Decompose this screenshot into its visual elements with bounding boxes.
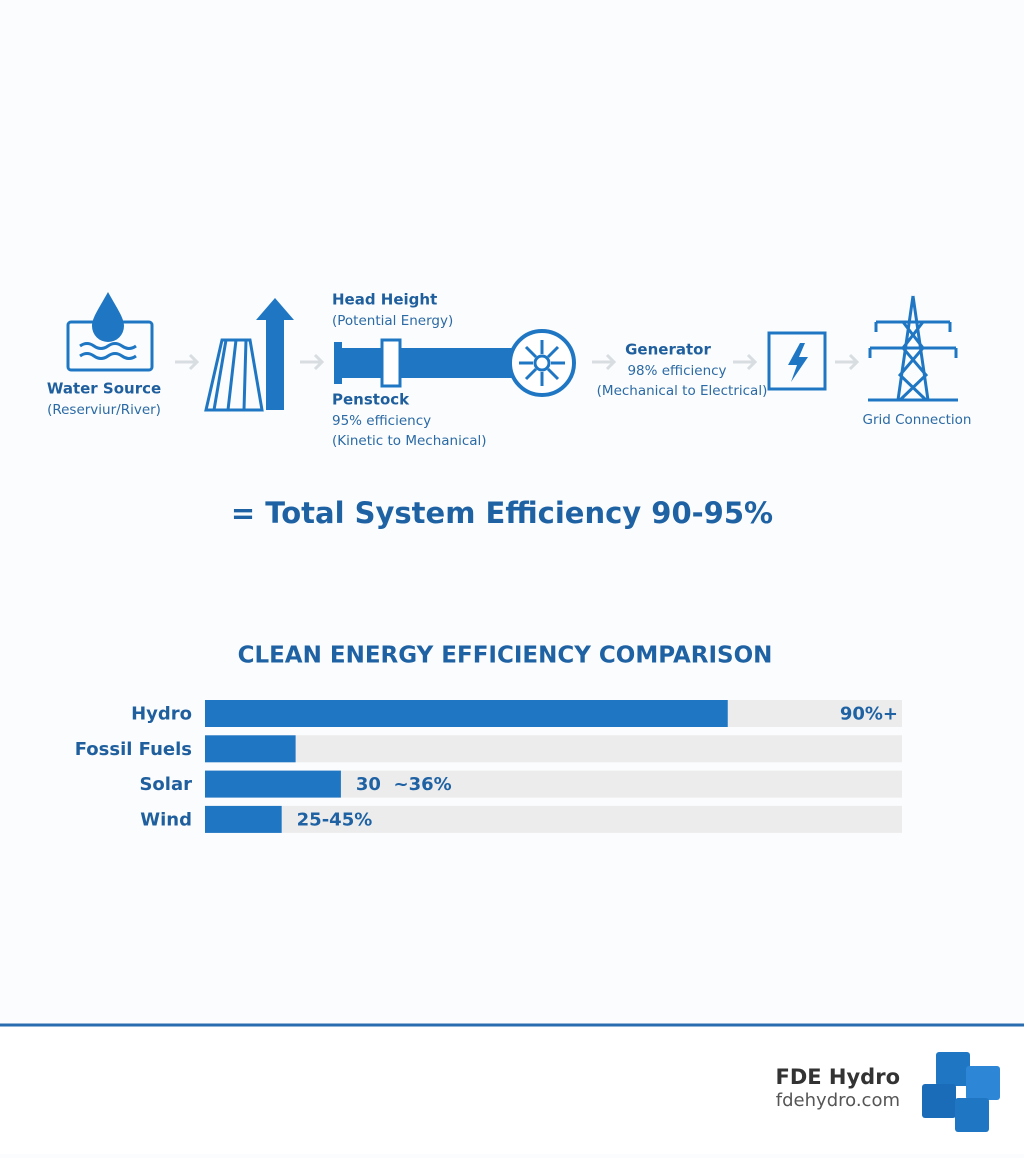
generator-icon	[767, 331, 827, 391]
category-label: Solar	[139, 774, 192, 795]
bar-track	[205, 735, 902, 763]
penstock-note: (Kinetic to Mechanical)	[332, 433, 487, 449]
category-label: Hydro	[131, 704, 192, 725]
bar-chart: Hydro 90%+ Fossil Fuels Solar 30 ~36% Wind 25-…	[75, 700, 902, 833]
total-efficiency: = Total System Efficiency 90-95%	[231, 496, 773, 530]
dam-icon	[204, 298, 294, 412]
bar	[205, 770, 341, 798]
brand-url: fdehydro.com	[776, 1090, 900, 1111]
brand: FDE Hydro	[775, 1065, 900, 1089]
chart-title: CLEAN ENERGY EFFICIENCY COMPARISON	[238, 643, 773, 669]
water-icon	[66, 292, 154, 372]
tower-icon	[868, 295, 958, 402]
category-label: Wind	[140, 809, 192, 830]
value-label: 30 ~36%	[356, 774, 452, 795]
logo	[922, 1052, 1000, 1132]
generator-note: (Mechanical to Electrical)	[597, 383, 768, 399]
category-label: Fossil Fuels	[75, 739, 192, 760]
bar-track	[205, 805, 902, 833]
bar	[205, 805, 282, 833]
water-source-title: Water Source	[47, 380, 161, 398]
penstock-title: Penstock	[332, 391, 410, 409]
penstock-efficiency: 95% efficiency	[332, 413, 431, 429]
bar	[205, 735, 296, 763]
generator-efficiency: 98% efficiency	[627, 363, 726, 379]
head-height-title: Head Height	[332, 291, 437, 309]
head-height-note: (Potential Energy)	[332, 313, 453, 329]
penstock-icon	[334, 329, 576, 397]
generator-title: Generator	[625, 341, 711, 359]
footer	[0, 1027, 1024, 1154]
flow-arrows	[175, 353, 860, 371]
grid-title: Grid Connection	[862, 412, 971, 428]
value-label: 25-45%	[297, 809, 373, 830]
water-source-note: (Reserviur/River)	[47, 402, 161, 418]
bar	[205, 700, 728, 727]
value-label: 90%+	[840, 704, 898, 725]
